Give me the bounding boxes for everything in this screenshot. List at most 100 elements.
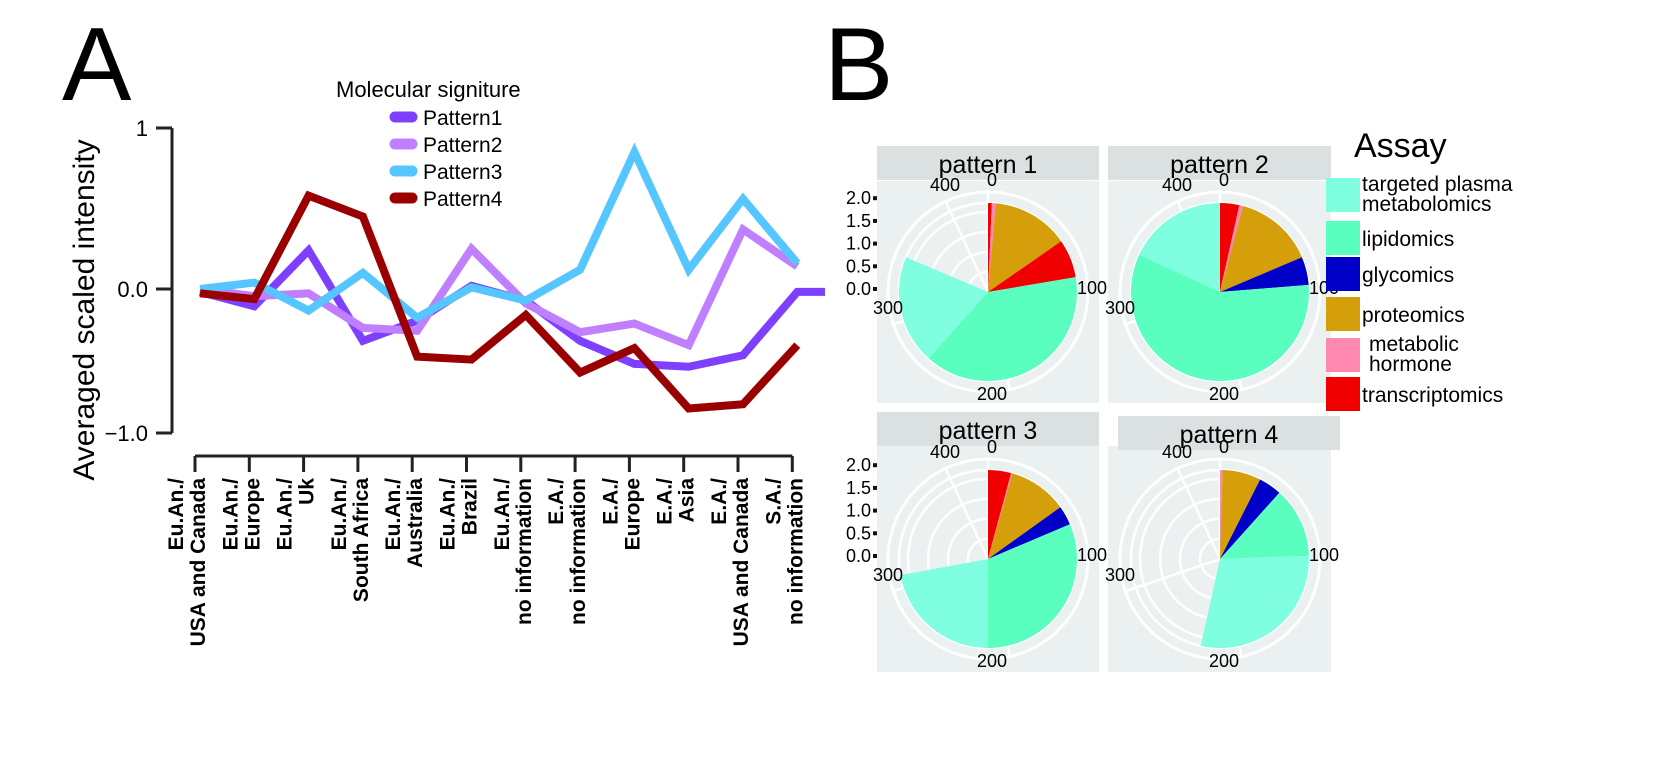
radial-tick-label: 0.0 xyxy=(846,546,871,566)
series-group xyxy=(198,142,825,413)
x-tick-label: E.A./ xyxy=(654,478,677,525)
pie-slice-metabolic-hormone xyxy=(988,203,996,292)
assay-label: metabolic xyxy=(1369,333,1459,356)
angular-tick-label: 0 xyxy=(1219,170,1229,190)
series-line-pattern3 xyxy=(199,142,801,323)
legend-label: Pattern2 xyxy=(423,134,502,157)
radial-tick-label: 0.5 xyxy=(846,256,871,276)
polar-grid-spoke xyxy=(1176,467,1222,560)
legend-label: Pattern1 xyxy=(423,107,502,130)
line-legend: Molecular signiture Pattern1 Pattern2 Patt… xyxy=(336,77,521,211)
assay-label: metabolomics xyxy=(1362,193,1492,216)
facet-strip xyxy=(877,146,1099,180)
radial-tick-label: 2.0 xyxy=(846,188,871,208)
legend-label: Pattern3 xyxy=(423,161,502,184)
angular-tick-label: 400 xyxy=(1162,175,1192,195)
facet-pattern-4: pattern 40 100 200 300 400 xyxy=(1105,416,1340,672)
x-tick-label: Eu.An./ xyxy=(328,478,351,550)
x-tick-label: E.A./ xyxy=(545,478,568,525)
facet-title: pattern 2 xyxy=(1170,151,1269,179)
angular-tick-label: 200 xyxy=(1209,651,1239,671)
x-tick-label: S.A./ xyxy=(762,478,785,525)
assay-label: hormone xyxy=(1369,353,1452,376)
facet-title: pattern 1 xyxy=(939,151,1038,179)
pie-slice-metabolic-hormone xyxy=(1220,470,1223,559)
radial-tick-label: 0.0 xyxy=(846,279,871,299)
assay-swatch-transcriptomics xyxy=(1326,377,1360,411)
legend-title: Molecular signiture xyxy=(336,77,521,102)
facet-strip xyxy=(877,412,1099,446)
assay-swatch-targeted-plasma-metabolomics xyxy=(1326,178,1360,212)
assay-swatch-glycomics xyxy=(1326,257,1360,291)
polar-grid-spoke xyxy=(1124,557,1221,593)
angular-tick-label: 0 xyxy=(1219,437,1229,457)
series-line-pattern2 xyxy=(199,223,800,351)
radial-tick-label: 2.0 xyxy=(846,455,871,475)
y-tick-label: 1 xyxy=(136,116,148,141)
x-tick-label: Eu.An./ xyxy=(219,478,242,550)
x-tick-label: Eu.An./ xyxy=(274,478,297,550)
angular-tick-label: 200 xyxy=(977,384,1007,404)
angular-tick-label: 100 xyxy=(1077,545,1107,565)
x-tick-label: Eu.An./ xyxy=(491,478,514,550)
y-tick-label: −1.0 xyxy=(105,421,148,446)
radial-tick xyxy=(873,196,877,201)
angular-tick-label: 300 xyxy=(873,565,903,585)
pie-slice-proteomics xyxy=(988,203,1062,292)
pie-slice-glycomics xyxy=(1220,257,1309,292)
x-tick-label: USA and Canada xyxy=(730,478,753,647)
x-tick-label: Europe xyxy=(621,478,644,550)
pie-slice-lipidomics xyxy=(1220,492,1309,559)
pie-slice-proteomics xyxy=(1220,470,1261,559)
assay-label: proteomics xyxy=(1362,304,1465,327)
radial-tick xyxy=(873,287,877,291)
angular-tick-label: 200 xyxy=(977,651,1007,671)
pie-slice-metabolic-hormone xyxy=(1220,205,1244,292)
radial-tick-label: 1.0 xyxy=(846,501,871,521)
angular-tick-label: 200 xyxy=(1209,384,1239,404)
assay-label: targeted plasma xyxy=(1362,173,1513,196)
angular-tick-label: 300 xyxy=(1105,298,1135,318)
pie-slice-transcriptomics xyxy=(1220,203,1240,292)
pie-slice-transcriptomics xyxy=(988,203,992,292)
pie-slice-proteomics xyxy=(1220,206,1302,292)
polar-grid-spoke xyxy=(944,467,990,560)
radial-tick xyxy=(873,463,877,468)
angular-tick-label: 400 xyxy=(930,175,960,195)
line-chart: Averaged scaled intensity 1 0.0 −1.0 Eu.An… xyxy=(68,77,825,646)
radial-tick-label: 1.0 xyxy=(846,234,871,254)
facet-strip xyxy=(1108,146,1331,180)
pie-slice-transcriptomics xyxy=(988,241,1076,292)
x-tick-label: no information xyxy=(567,478,590,625)
y-tick-label: 0.0 xyxy=(117,277,148,302)
angular-tick-label: 400 xyxy=(930,442,960,462)
radial-tick xyxy=(873,218,877,223)
facet-title: pattern 3 xyxy=(939,417,1038,445)
x-tick-label: Eu.An./ xyxy=(382,478,405,550)
x-tick-label: USA and Canada xyxy=(187,478,210,647)
pie-slice-transcriptomics xyxy=(988,470,1012,559)
x-tick-label: Asia xyxy=(676,478,699,523)
x-tick-label: no information xyxy=(784,478,807,625)
assay-label: lipidomics xyxy=(1362,228,1454,251)
legend-label: Pattern4 xyxy=(423,188,503,211)
facet-strip xyxy=(1118,416,1340,450)
assay-legend-title: Assay xyxy=(1354,127,1447,165)
assay-swatch-metabolic-hormone xyxy=(1326,338,1360,372)
radial-tick-label: 1.5 xyxy=(846,211,871,231)
angular-tick-label: 300 xyxy=(1105,565,1135,585)
radial-tick xyxy=(873,508,877,513)
pie-slice-lipidomics xyxy=(1131,254,1309,382)
radial-tick xyxy=(873,554,877,558)
pie-slice-targeted-plasma-metabolomics xyxy=(1139,203,1220,292)
angular-tick-label: 100 xyxy=(1077,278,1107,298)
pie-facets: pattern 101002003004000.00.51.01.52.0pat… xyxy=(846,146,1340,672)
pie-slice-glycomics xyxy=(988,507,1070,559)
assay-label: glycomics xyxy=(1362,264,1454,287)
x-tick-label: South Africa xyxy=(350,478,373,602)
x-tick-label: Uk xyxy=(296,478,319,505)
x-tick-label: no information xyxy=(513,478,536,625)
angular-tick-label: 0 xyxy=(987,437,997,457)
panel-label-b: B xyxy=(824,7,893,123)
radial-tick-label: 0.5 xyxy=(846,523,871,543)
